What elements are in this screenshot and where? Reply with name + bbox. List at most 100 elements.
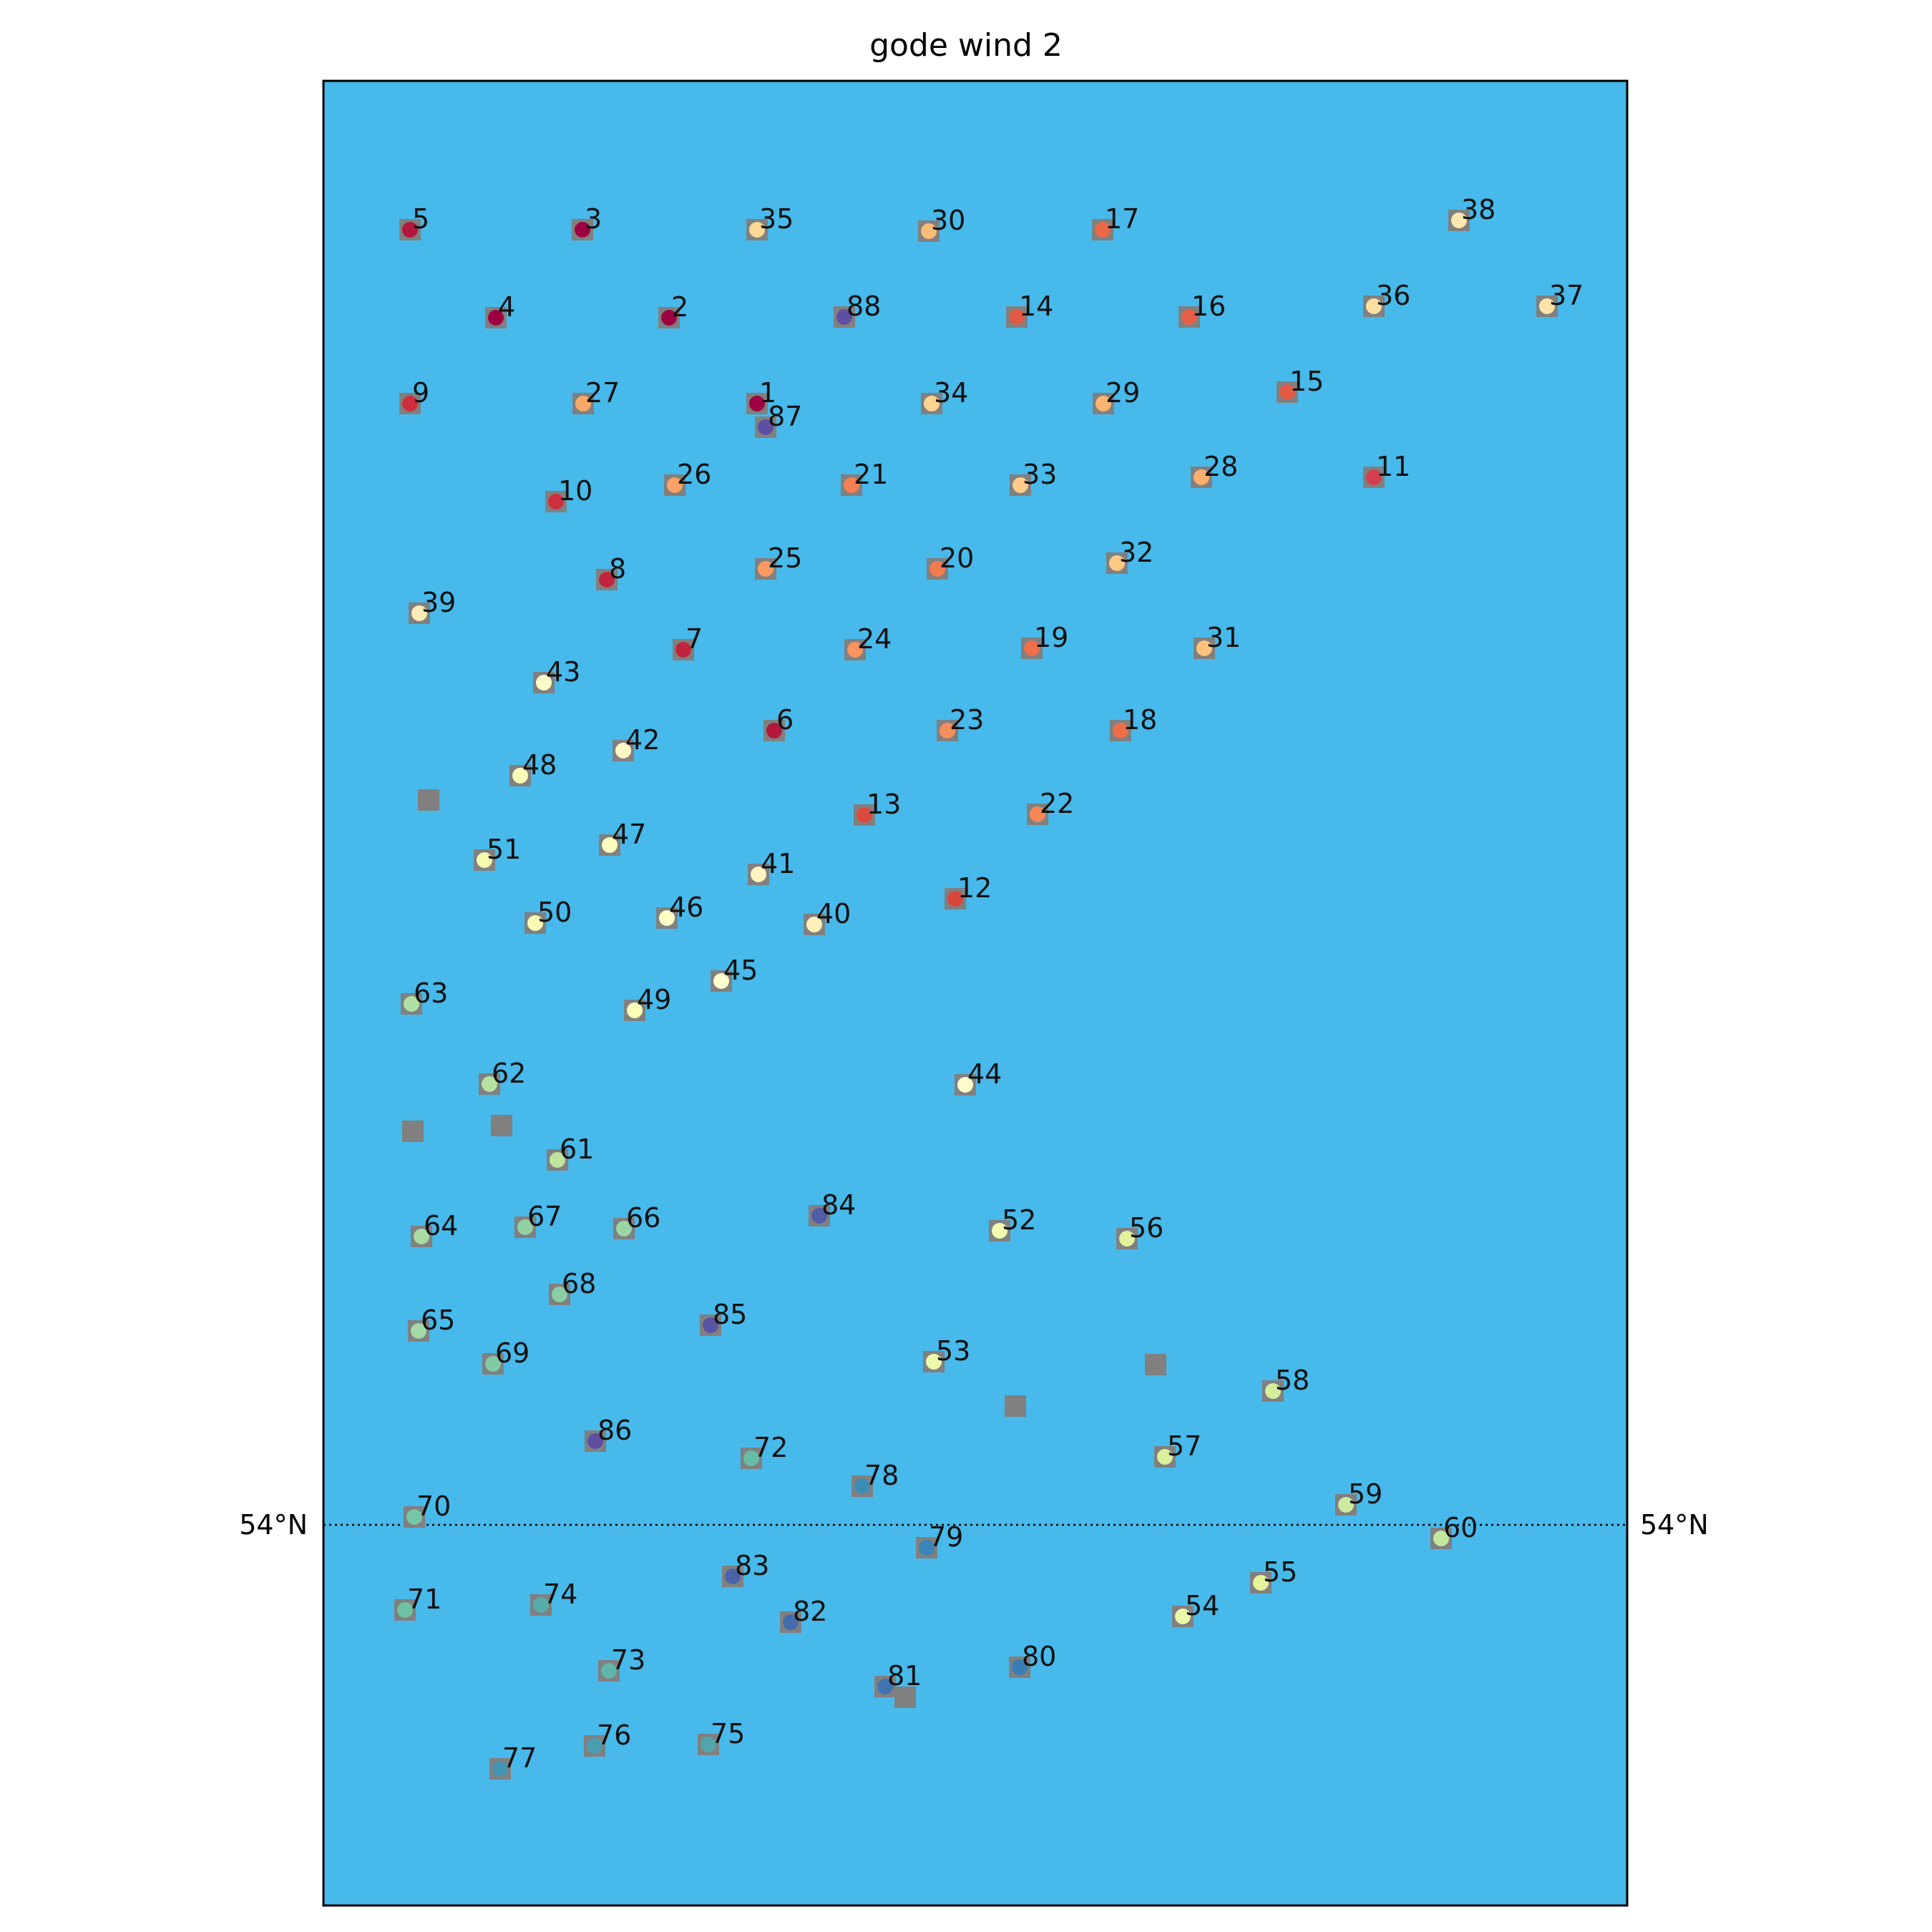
turbine-label: 87 bbox=[768, 401, 802, 432]
turbine-marker-dot bbox=[847, 642, 863, 658]
turbine-16: 16 bbox=[1179, 291, 1226, 328]
turbine-39: 39 bbox=[409, 587, 456, 624]
turbine-17: 17 bbox=[1092, 203, 1139, 240]
turbine-marker-dot bbox=[485, 1356, 501, 1372]
turbine-marker-dot bbox=[836, 309, 852, 325]
turbine-label: 28 bbox=[1204, 451, 1238, 482]
turbine-label: 55 bbox=[1263, 1556, 1297, 1588]
turbine-label: 57 bbox=[1167, 1430, 1201, 1462]
turbine-marker-dot bbox=[550, 1152, 565, 1168]
turbine-23: 23 bbox=[937, 704, 984, 741]
turbine-73: 73 bbox=[598, 1644, 645, 1682]
turbine-label: 3 bbox=[585, 203, 602, 235]
turbine-label: 63 bbox=[414, 977, 448, 1009]
turbine-label: 59 bbox=[1348, 1478, 1382, 1510]
turbine-marker-dot bbox=[854, 1478, 870, 1494]
turbine-label: 2 bbox=[671, 291, 688, 323]
turbine-marker-dot bbox=[1113, 723, 1128, 738]
turbine-label: 65 bbox=[421, 1304, 455, 1336]
turbine-70: 70 bbox=[404, 1491, 451, 1528]
turbine-14: 14 bbox=[1006, 291, 1053, 328]
turbine-label: 26 bbox=[677, 459, 711, 490]
turbine-label: 31 bbox=[1206, 622, 1241, 653]
turbine-31: 31 bbox=[1194, 622, 1241, 659]
turbine-label: 25 bbox=[768, 542, 802, 574]
turbine-marker-dot bbox=[940, 723, 955, 738]
turbine-label: 1 bbox=[759, 377, 776, 409]
turbine-marker-dot bbox=[1119, 1231, 1135, 1246]
map-title: gode wind 2 bbox=[869, 27, 1063, 64]
turbine-75: 75 bbox=[698, 1718, 745, 1755]
turbine-marker-dot bbox=[783, 1614, 799, 1630]
turbine-48: 48 bbox=[509, 749, 557, 786]
turbine-37: 37 bbox=[1536, 280, 1584, 317]
turbine-marker-dot bbox=[552, 1287, 567, 1302]
turbine-28: 28 bbox=[1191, 451, 1238, 488]
turbine-label: 20 bbox=[940, 542, 974, 574]
turbine-label: 67 bbox=[527, 1201, 562, 1232]
turbine-69: 69 bbox=[482, 1337, 530, 1375]
turbine-label: 7 bbox=[686, 623, 703, 655]
turbine-label: 68 bbox=[562, 1268, 596, 1299]
unlabeled-positions bbox=[402, 789, 1166, 1708]
turbine-marker-dot bbox=[1194, 469, 1209, 485]
turbine-marker-dot bbox=[1024, 640, 1040, 656]
unlabeled-position-square bbox=[1145, 1354, 1166, 1375]
turbine-label: 29 bbox=[1106, 377, 1140, 409]
turbine-marker-dot bbox=[477, 852, 492, 868]
turbine-marker-dot bbox=[924, 396, 940, 411]
turbine-marker-dot bbox=[1279, 384, 1295, 400]
turbine-label: 52 bbox=[1002, 1204, 1036, 1236]
turbine-marker-dot bbox=[930, 561, 945, 577]
turbine-44: 44 bbox=[955, 1058, 1002, 1096]
turbine-label: 19 bbox=[1034, 622, 1068, 653]
turbine-marker-dot bbox=[811, 1208, 827, 1224]
turbine-marker-dot bbox=[725, 1568, 741, 1584]
turbine-10: 10 bbox=[545, 475, 592, 512]
turbine-label: 38 bbox=[1461, 194, 1496, 225]
turbine-label: 56 bbox=[1129, 1212, 1163, 1244]
turbine-marker-dot bbox=[517, 1219, 533, 1235]
turbine-61: 61 bbox=[547, 1133, 594, 1171]
turbine-marker-dot bbox=[1013, 477, 1028, 493]
turbine-marker-dot bbox=[919, 1540, 935, 1556]
turbine-marker-dot bbox=[659, 910, 675, 926]
turbine-marker-dot bbox=[1196, 640, 1212, 656]
turbine-label: 17 bbox=[1105, 203, 1139, 235]
turbine-marker-dot bbox=[1096, 396, 1111, 411]
turbine-6: 6 bbox=[763, 704, 794, 741]
turbine-label: 15 bbox=[1289, 366, 1324, 397]
turbine-68: 68 bbox=[549, 1268, 596, 1305]
turbine-50: 50 bbox=[525, 897, 572, 934]
turbine-marker-dot bbox=[667, 477, 683, 493]
turbine-12: 12 bbox=[945, 872, 992, 909]
turbine-marker-dot bbox=[806, 917, 822, 932]
turbine-label: 51 bbox=[487, 834, 521, 865]
turbine-label: 78 bbox=[864, 1460, 899, 1491]
turbine-40: 40 bbox=[804, 898, 851, 935]
unlabeled-position-square bbox=[894, 1687, 916, 1708]
sea-area bbox=[322, 79, 1629, 1907]
turbine-marker-dot bbox=[1095, 222, 1111, 238]
turbine-80: 80 bbox=[1009, 1641, 1056, 1678]
turbine-marker-dot bbox=[1539, 298, 1555, 314]
turbine-label: 16 bbox=[1191, 291, 1226, 322]
turbine-1: 1 bbox=[746, 377, 776, 414]
turbine-53: 53 bbox=[923, 1335, 970, 1372]
turbine-label: 18 bbox=[1123, 704, 1157, 736]
turbine-label: 45 bbox=[723, 955, 758, 986]
turbine-marker-dot bbox=[947, 891, 963, 907]
turbine-label: 79 bbox=[929, 1521, 963, 1553]
turbine-label: 71 bbox=[407, 1584, 441, 1615]
turbine-label: 62 bbox=[492, 1058, 526, 1089]
turbine-58: 58 bbox=[1262, 1365, 1309, 1402]
turbine-65: 65 bbox=[408, 1304, 455, 1342]
turbine-marker-dot bbox=[844, 477, 859, 493]
turbine-marker-dot bbox=[921, 223, 937, 239]
turbine-marker-dot bbox=[1009, 309, 1025, 325]
turbine-27: 27 bbox=[572, 377, 620, 414]
turbine-marker-dot bbox=[749, 396, 765, 411]
turbine-label: 43 bbox=[546, 656, 580, 688]
turbine-label: 66 bbox=[626, 1202, 660, 1234]
turbine-label: 23 bbox=[950, 704, 984, 736]
